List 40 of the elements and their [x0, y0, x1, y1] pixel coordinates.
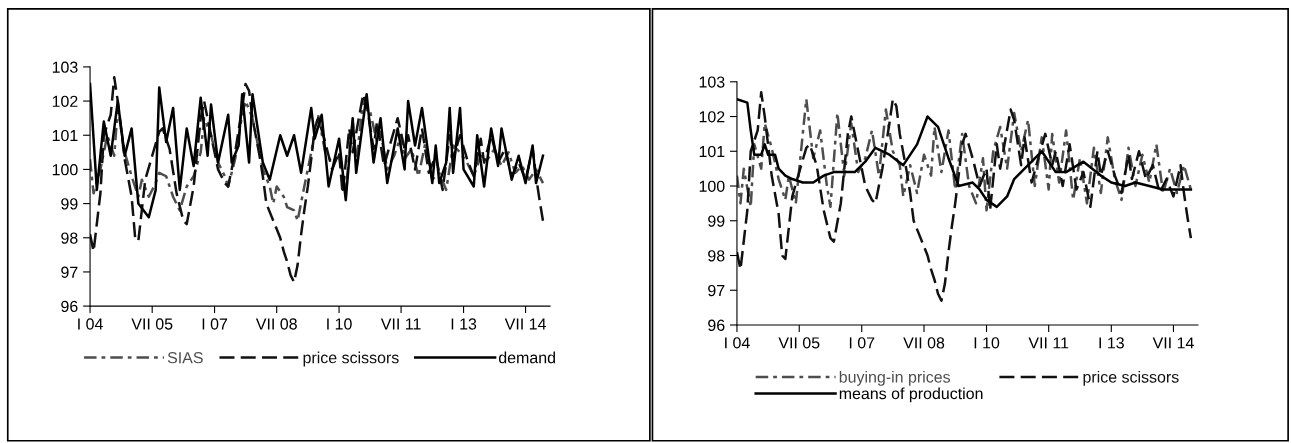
x-tick-label: VII 14: [1152, 337, 1194, 349]
x-tick-label: VII 11: [1028, 337, 1069, 349]
x-tick-label: VII 08: [255, 318, 297, 330]
x-tick-label: I 13: [1099, 337, 1124, 349]
x-tick-label: VII 05: [778, 337, 820, 349]
y-tick-label: 96: [708, 319, 725, 331]
x-tick-label: I 10: [327, 318, 352, 330]
x-tick-label: I 07: [202, 318, 228, 330]
x-tick-label: I 04: [725, 337, 750, 349]
x-tick-label: I 07: [849, 337, 875, 349]
text: price scissors: [1083, 370, 1179, 386]
text: SIAS: [167, 352, 203, 364]
x-tick-label: VII 11: [380, 318, 421, 330]
y-tick-label: 102: [699, 111, 725, 123]
x-tick-label: VII 14: [504, 318, 546, 330]
text: buying-in prices: [839, 370, 951, 386]
text: demand: [498, 351, 555, 364]
x-tick-label: VII 05: [131, 318, 173, 330]
y-tick-label: 97: [708, 284, 725, 297]
y-tick-label: 101: [52, 129, 78, 142]
x-tick-label: I 04: [78, 318, 103, 330]
y-tick-label: 100: [699, 180, 725, 192]
y-tick-label: 101: [699, 145, 725, 158]
y-tick-label: 103: [699, 76, 725, 88]
y-tick-label: 96: [61, 300, 78, 313]
y-tick-label: 102: [52, 95, 78, 108]
x-tick-label: VII 08: [903, 337, 945, 349]
x-tick-label: I 10: [974, 337, 1000, 349]
y-tick-label: 98: [708, 250, 725, 262]
y-tick-label: 97: [61, 266, 78, 278]
text: means of production: [839, 387, 983, 403]
line-series: [736, 90, 1193, 302]
line-series: [90, 75, 545, 284]
y-tick-label: 99: [708, 215, 725, 227]
y-tick-label: 98: [61, 232, 78, 244]
text: price scissors: [303, 351, 399, 367]
y-tick-label: 100: [52, 164, 78, 176]
y-tick-label: 99: [61, 198, 78, 210]
y-tick-label: 103: [52, 61, 78, 73]
x-tick-label: I 13: [451, 318, 477, 330]
